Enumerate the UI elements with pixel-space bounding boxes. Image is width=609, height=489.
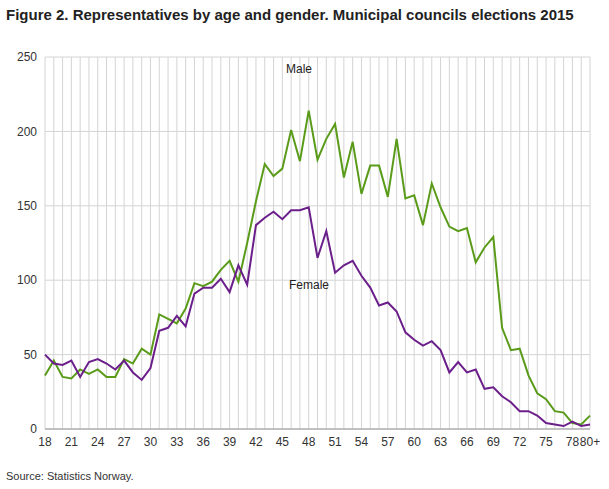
svg-text:250: 250 bbox=[17, 50, 37, 64]
svg-text:63: 63 bbox=[434, 435, 448, 449]
svg-text:78: 78 bbox=[566, 435, 580, 449]
svg-text:51: 51 bbox=[328, 435, 342, 449]
svg-text:33: 33 bbox=[170, 435, 184, 449]
svg-text:150: 150 bbox=[17, 199, 37, 213]
svg-text:72: 72 bbox=[513, 435, 527, 449]
svg-text:54: 54 bbox=[355, 435, 369, 449]
svg-text:50: 50 bbox=[24, 348, 38, 362]
svg-text:200: 200 bbox=[17, 125, 37, 139]
svg-text:30: 30 bbox=[144, 435, 158, 449]
svg-text:42: 42 bbox=[249, 435, 263, 449]
html-text:Female: Female bbox=[289, 278, 329, 292]
svg-text:27: 27 bbox=[117, 435, 131, 449]
svg-text:57: 57 bbox=[381, 435, 395, 449]
svg-text:69: 69 bbox=[487, 435, 501, 449]
html-text:Male: Male bbox=[286, 62, 312, 76]
svg-text:21: 21 bbox=[65, 435, 79, 449]
svg-text:39: 39 bbox=[223, 435, 237, 449]
svg-text:45: 45 bbox=[276, 435, 290, 449]
svg-text:100: 100 bbox=[17, 273, 37, 287]
svg-text:48: 48 bbox=[302, 435, 316, 449]
svg-text:60: 60 bbox=[408, 435, 422, 449]
svg-text:0: 0 bbox=[30, 422, 37, 436]
svg-text:36: 36 bbox=[197, 435, 211, 449]
svg-text:18: 18 bbox=[38, 435, 52, 449]
svg-text:75: 75 bbox=[539, 435, 553, 449]
svg-text:24: 24 bbox=[91, 435, 105, 449]
html-text:Source: Statistics Norway.: Source: Statistics Norway. bbox=[6, 470, 134, 482]
svg-text:66: 66 bbox=[460, 435, 474, 449]
html-text:Figure 2. Representatives by a: Figure 2. Representatives by age and gen… bbox=[6, 6, 574, 23]
svg-text:80+: 80+ bbox=[580, 435, 600, 449]
